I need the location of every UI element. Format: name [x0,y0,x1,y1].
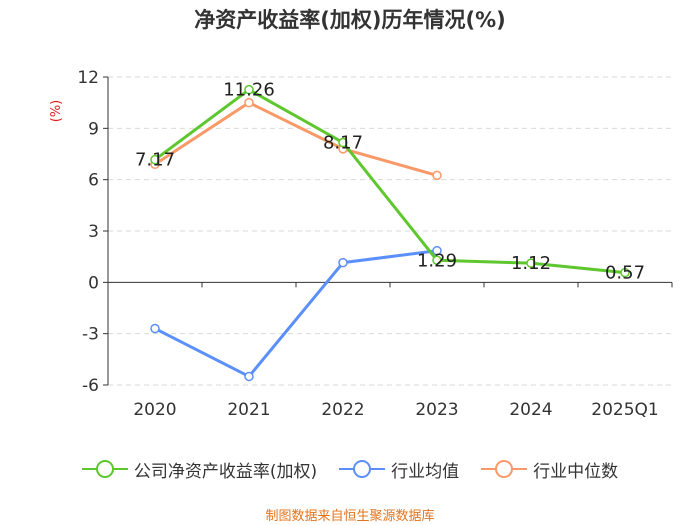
y-tick-label: 9 [88,119,99,139]
data-point [338,137,348,148]
y-tick-label: 12 [77,68,99,88]
y-tick-label: 3 [88,222,99,242]
series-line [154,88,626,275]
y-tick-label: 0 [88,273,99,293]
data-label: 1.29 [417,250,457,271]
data-point [526,258,536,268]
legend-item[interactable]: 行业均值 [339,457,459,482]
legend-swatch-icon [339,460,386,478]
data-point [620,267,630,278]
data-point [244,84,254,95]
series-line [154,101,438,177]
series-layer [150,84,630,382]
series-line [154,249,438,378]
grid-layer [108,76,672,386]
data-point [432,255,442,266]
y-tick-label: -6 [82,376,99,396]
chart-title: 净资产收益率(加权)历年情况(%) [194,8,506,32]
data-label: 1.12 [511,253,551,274]
data-point [338,257,348,268]
data-point [432,245,442,256]
x-tick-label: 2022 [321,400,364,420]
legend-label: 行业中位数 [533,461,619,482]
x-tick-label: 2024 [509,400,552,420]
x-tick-label: 2025Q1 [591,400,658,420]
legend-swatch-icon [481,460,528,478]
data-label: 8.17 [323,133,363,154]
data-label: 7.17 [135,150,175,171]
data-point [244,97,254,108]
legend-swatch-icon [81,460,128,478]
y-axis-unit-label: (%) [49,100,64,123]
x-tick-label: 2023 [415,400,458,420]
data-label: 11.26 [223,80,275,101]
y-tick-label: 6 [88,171,99,191]
data-point [150,154,160,165]
legend-label: 公司净资产收益率(加权) [133,461,318,482]
data-source-note: 制图数据来自恒生聚源数据库 [265,509,435,524]
data-point [244,371,254,382]
legend-label: 行业均值 [391,461,460,482]
y-tick-label: -3 [82,325,99,345]
axis-layer: -6 -3 0 3 6 9 12 2020 2021 2022 2023 2024 2025Q1 (%) [49,68,673,420]
data-label-layer: 7.17 11.26 8.17 1.29 1.12 0.57 [135,80,645,284]
legend-item[interactable]: 公司净资产收益率(加权) [81,457,318,482]
data-point [150,323,160,334]
legend: 公司净资产收益率(加权) 行业均值 行业中位数 [0,455,700,483]
data-label: 0.57 [605,263,645,284]
x-tick-label: 2020 [133,400,176,420]
x-tick-label: 2021 [227,400,270,420]
legend-item[interactable]: 行业中位数 [481,457,618,482]
data-point [432,170,442,181]
